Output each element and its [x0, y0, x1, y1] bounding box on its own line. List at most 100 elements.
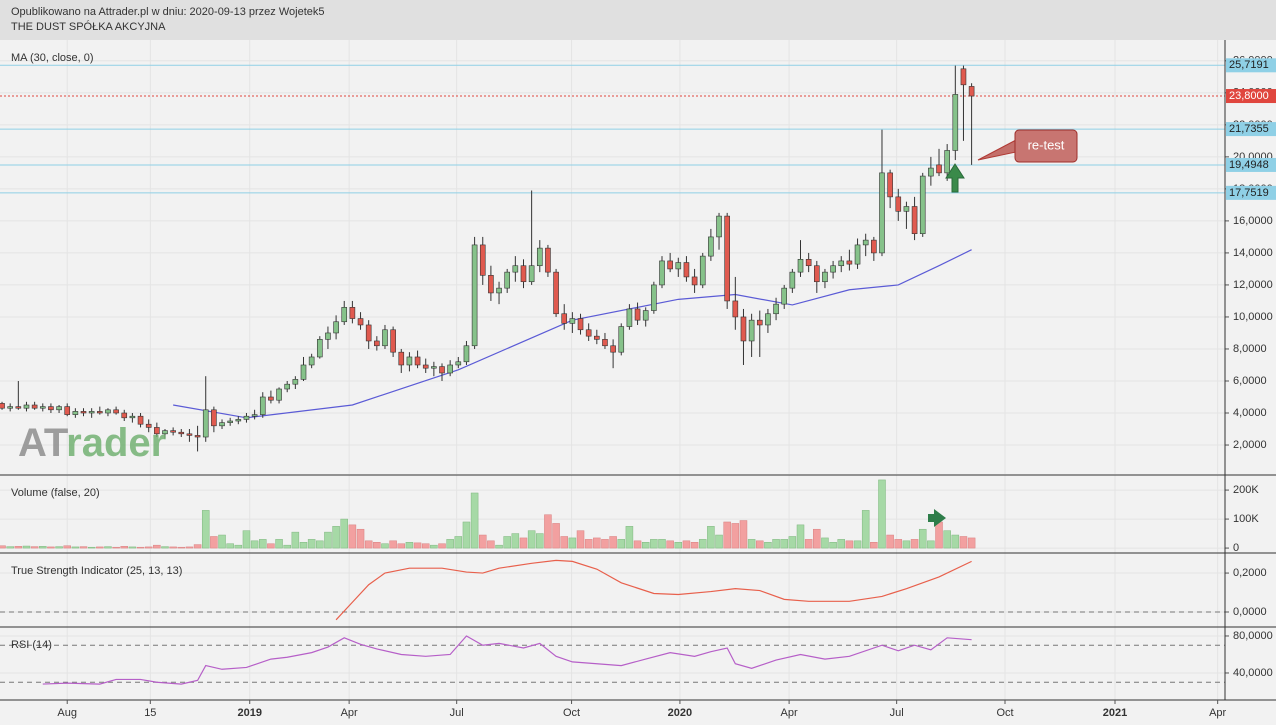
volume-bar: [104, 546, 112, 549]
x-tick-label: Jul: [890, 707, 904, 719]
price-level-label: 19,4948: [1229, 159, 1269, 171]
price-level-label: 25,7191: [1229, 59, 1269, 71]
volume-bar: [389, 540, 397, 549]
volume-bar: [870, 542, 878, 549]
x-tick-label: Apr: [1209, 707, 1226, 719]
price-level-label: 23,8000: [1229, 90, 1269, 102]
volume-bar: [405, 542, 414, 549]
candle-body: [659, 260, 665, 286]
volume-bar: [552, 523, 560, 549]
candle-body: [463, 345, 470, 363]
x-tick-label: Aug: [57, 707, 77, 719]
candle-body: [536, 247, 543, 267]
y-tick-label: 2,0000: [1233, 439, 1267, 451]
volume-bar: [536, 533, 544, 549]
candle-body: [928, 167, 934, 177]
candle-body: [618, 326, 625, 353]
candle-body: [667, 260, 673, 270]
x-tick-label: Oct: [563, 707, 580, 719]
volume-bar: [829, 542, 837, 549]
volume-bar: [234, 544, 243, 549]
volume-bar: [821, 537, 829, 549]
volume-bar: [511, 533, 520, 549]
volume-bar: [291, 531, 300, 549]
candle-body: [333, 321, 339, 334]
candle-body: [488, 275, 494, 294]
candle-body: [439, 366, 445, 374]
volume-bar: [324, 531, 332, 549]
volume-bar: [959, 536, 968, 549]
volume-bar: [332, 526, 340, 549]
volume-bar: [413, 542, 422, 549]
x-tick-label: 2021: [1103, 707, 1127, 719]
volume-bar: [918, 528, 927, 549]
candle-body: [569, 318, 576, 324]
volume-bar: [886, 534, 894, 549]
volume-bar: [259, 539, 267, 549]
volume-bar: [739, 520, 748, 549]
volume-bar: [503, 536, 511, 549]
logo-part: rader: [66, 421, 166, 465]
candle-body: [642, 310, 649, 321]
candle-body: [846, 260, 853, 265]
logo: ATrader: [18, 421, 166, 465]
volume-bar: [169, 546, 177, 549]
volume-bar: [177, 546, 186, 549]
volume-bar: [226, 543, 234, 549]
volume-bar: [593, 537, 601, 549]
volume-bar: [861, 510, 870, 549]
candle-body: [56, 406, 62, 411]
volume-bar: [307, 539, 316, 549]
candle-body: [675, 262, 682, 270]
candle-body: [202, 409, 209, 438]
candle-body: [756, 319, 763, 326]
volume-bar: [772, 539, 780, 549]
candle-body: [903, 206, 910, 212]
volume-bar: [690, 542, 699, 549]
candle-body: [960, 68, 967, 86]
candle-body: [854, 244, 861, 265]
candle-body: [936, 164, 942, 174]
candle-body: [137, 415, 144, 425]
y-tick-label: 6,0000: [1233, 375, 1267, 387]
candle-body: [365, 324, 372, 342]
candle-body: [390, 329, 396, 353]
price-level-tag: [1226, 157, 1276, 172]
candle-body: [748, 319, 755, 342]
volume-bar: [299, 542, 308, 549]
candle-body: [72, 411, 79, 415]
volume-bar: [495, 544, 503, 549]
volume-bar: [87, 546, 96, 549]
candle-body: [105, 409, 111, 414]
volume-bar: [951, 534, 960, 549]
volume-bar: [837, 539, 845, 549]
volume-bar: [666, 540, 674, 549]
volume-bar: [813, 528, 821, 549]
volume-bar: [650, 539, 658, 549]
volume-bar: [682, 540, 691, 549]
candle-body: [80, 411, 87, 414]
panel-title: True Strength Indicator (25, 13, 13): [11, 565, 182, 577]
volume-bar: [715, 534, 723, 549]
candle-body: [414, 356, 421, 366]
candle-body: [504, 271, 510, 289]
company-name: THE DUST SPÓŁKA AKCYJNA: [11, 20, 166, 33]
candle-body: [610, 345, 616, 353]
candle-body: [512, 265, 519, 273]
candle-body: [871, 239, 877, 254]
candle-body: [349, 307, 356, 319]
volume-bar: [723, 521, 731, 549]
volume-bar: [764, 542, 772, 549]
y-tick-label: 0: [1233, 542, 1239, 554]
volume-bar: [22, 545, 31, 549]
y-tick-label: 8,0000: [1233, 343, 1267, 355]
y-tick-label: 40,0000: [1233, 667, 1273, 679]
volume-bar: [698, 539, 707, 549]
volume-bar: [633, 540, 642, 549]
volume-bar: [6, 546, 14, 549]
candle-body: [732, 300, 739, 318]
candle-body: [145, 423, 152, 428]
price-level-tag: [1226, 58, 1276, 73]
candle-body: [797, 259, 804, 273]
